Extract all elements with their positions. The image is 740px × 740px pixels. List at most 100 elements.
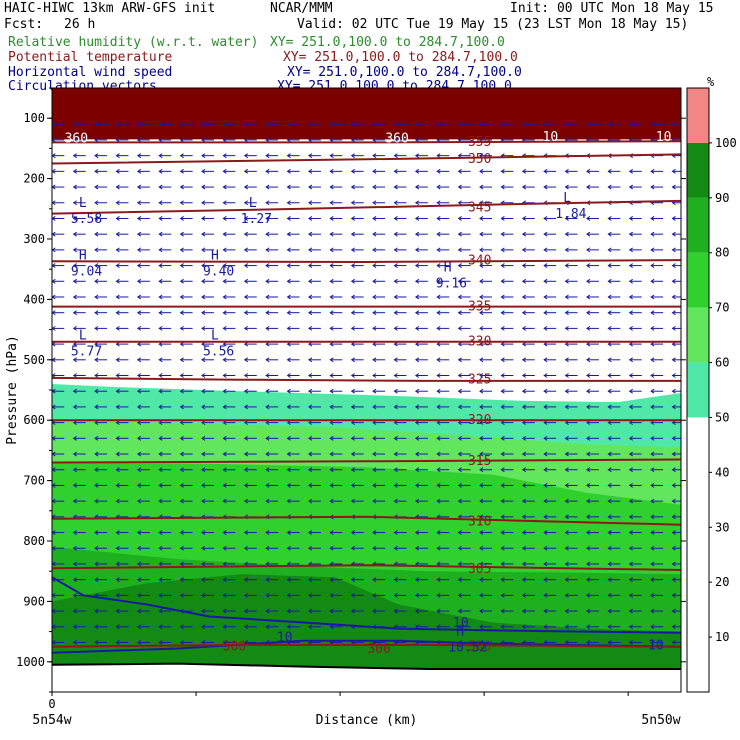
wind-vector-head	[607, 498, 612, 504]
wind-vector-head	[500, 373, 505, 378]
wind-vector-head	[72, 592, 77, 598]
wind-vector-head	[286, 216, 291, 221]
wind-vector-head	[500, 608, 505, 614]
org-label: NCAR/MMM	[270, 1, 333, 16]
wind-vector-head	[543, 341, 548, 347]
wind-vector-head	[201, 404, 206, 410]
wind-vector-head	[201, 310, 206, 316]
wind-vector-head	[564, 545, 569, 551]
wind-vector-head	[457, 121, 462, 127]
wind-vector-head	[586, 451, 591, 457]
surface-line	[52, 662, 681, 670]
wind-vector-head	[243, 483, 249, 488]
wind-vector-head	[543, 592, 548, 598]
wind-vector-head	[72, 247, 77, 253]
wind-vector-head	[201, 435, 206, 441]
wind-vector-head	[543, 514, 548, 520]
wind-vector-head	[179, 451, 184, 457]
wind-vector-head	[158, 341, 163, 347]
field-wind-xy: XY= 251.0,100.0 to 284.7,100.0	[287, 65, 522, 80]
wind-vector-head	[457, 467, 462, 473]
wind-vector-head	[543, 310, 548, 316]
wind-vector-head	[201, 231, 206, 237]
wind-vector-head	[222, 373, 227, 378]
wind-vector-head	[243, 168, 249, 174]
wind-vector-head	[586, 467, 591, 473]
wind-vector-head	[479, 168, 484, 174]
wind-vector-head	[414, 608, 420, 614]
wind-vector-head	[650, 530, 655, 535]
wind-vector-head	[607, 451, 612, 457]
wind-vector-head	[393, 137, 398, 143]
wind-vector-head	[308, 121, 313, 127]
wind-vector-head	[372, 608, 377, 614]
wind-vector-head	[436, 577, 441, 583]
wind-vector-head	[372, 577, 377, 583]
wind-vector-head	[72, 278, 77, 284]
wind-vector-head	[564, 467, 569, 473]
wind-vector-head	[329, 420, 334, 426]
wind-vector-head	[222, 263, 227, 268]
wind-vector-head	[115, 341, 120, 347]
wind-vector-head	[329, 294, 334, 300]
wind-vector-head	[671, 498, 676, 504]
wind-vector-head	[265, 153, 270, 159]
colorbar-band	[687, 197, 709, 253]
wind-vector-head	[586, 404, 591, 410]
colorbar-label: 80	[715, 246, 729, 260]
wind-vector-head	[479, 121, 484, 127]
extremum-value: 9.16	[436, 276, 467, 291]
wind-vector-head	[329, 404, 334, 410]
wind-vector-head	[586, 294, 591, 300]
wind-vector-head	[350, 373, 355, 378]
wind-vector-head	[136, 592, 142, 598]
wind-vector-head	[628, 498, 633, 504]
valid-time: Valid: 02 UTC Tue 19 May 15 (23 LST Mon …	[297, 17, 689, 32]
wind-vector-head	[94, 310, 99, 316]
wind-vector-head	[564, 498, 569, 504]
wind-vector-head	[586, 310, 591, 316]
wind-vector-head	[372, 498, 377, 504]
wind-vector-head	[671, 278, 676, 284]
wind-vector-head	[671, 168, 676, 174]
wind-vector-head	[286, 294, 291, 300]
wind-vector-head	[586, 514, 591, 520]
below-ground-area	[52, 663, 681, 692]
wind-vector-head	[136, 640, 142, 645]
wind-vector-head	[350, 451, 355, 457]
wind-vector-head	[329, 341, 334, 347]
wind-vector-head	[222, 435, 227, 441]
wind-vector-head	[671, 514, 676, 520]
wind-vector-head	[222, 592, 227, 598]
wind-vector-head	[479, 278, 484, 284]
wind-vector-head	[500, 514, 505, 520]
wind-vector-head	[158, 137, 163, 143]
wind-vector-head	[350, 341, 355, 347]
wind-vector-head	[564, 577, 569, 583]
wind-vector-head	[158, 435, 163, 441]
wind-vector-head	[393, 357, 398, 363]
wind-vector-head	[72, 420, 77, 426]
wind-vector-head	[671, 624, 676, 630]
wind-vector-head	[671, 231, 676, 237]
wind-vector-head	[265, 530, 270, 535]
wind-vector-head	[243, 373, 249, 378]
wind-vector-head	[308, 184, 313, 190]
wind-vector-head	[158, 310, 163, 316]
wind-vector-head	[543, 420, 548, 426]
wind-vector-head	[72, 624, 77, 630]
wind-vector-head	[265, 420, 270, 426]
wind-vector-head	[521, 231, 527, 237]
wind-vector-head	[586, 357, 591, 363]
wind-vector-head	[628, 545, 633, 551]
wind-vector-head	[201, 184, 206, 190]
wind-vector-head	[72, 388, 77, 394]
wind-vector-head	[94, 498, 99, 504]
wind-vector-head	[222, 624, 227, 630]
theta-contour-300	[52, 643, 681, 648]
wind-vector-head	[521, 263, 527, 268]
wind-vector-head	[286, 545, 291, 551]
wind-vector-head	[457, 278, 462, 284]
wind-vector-head	[350, 498, 355, 504]
wind-vector-head	[179, 561, 184, 567]
